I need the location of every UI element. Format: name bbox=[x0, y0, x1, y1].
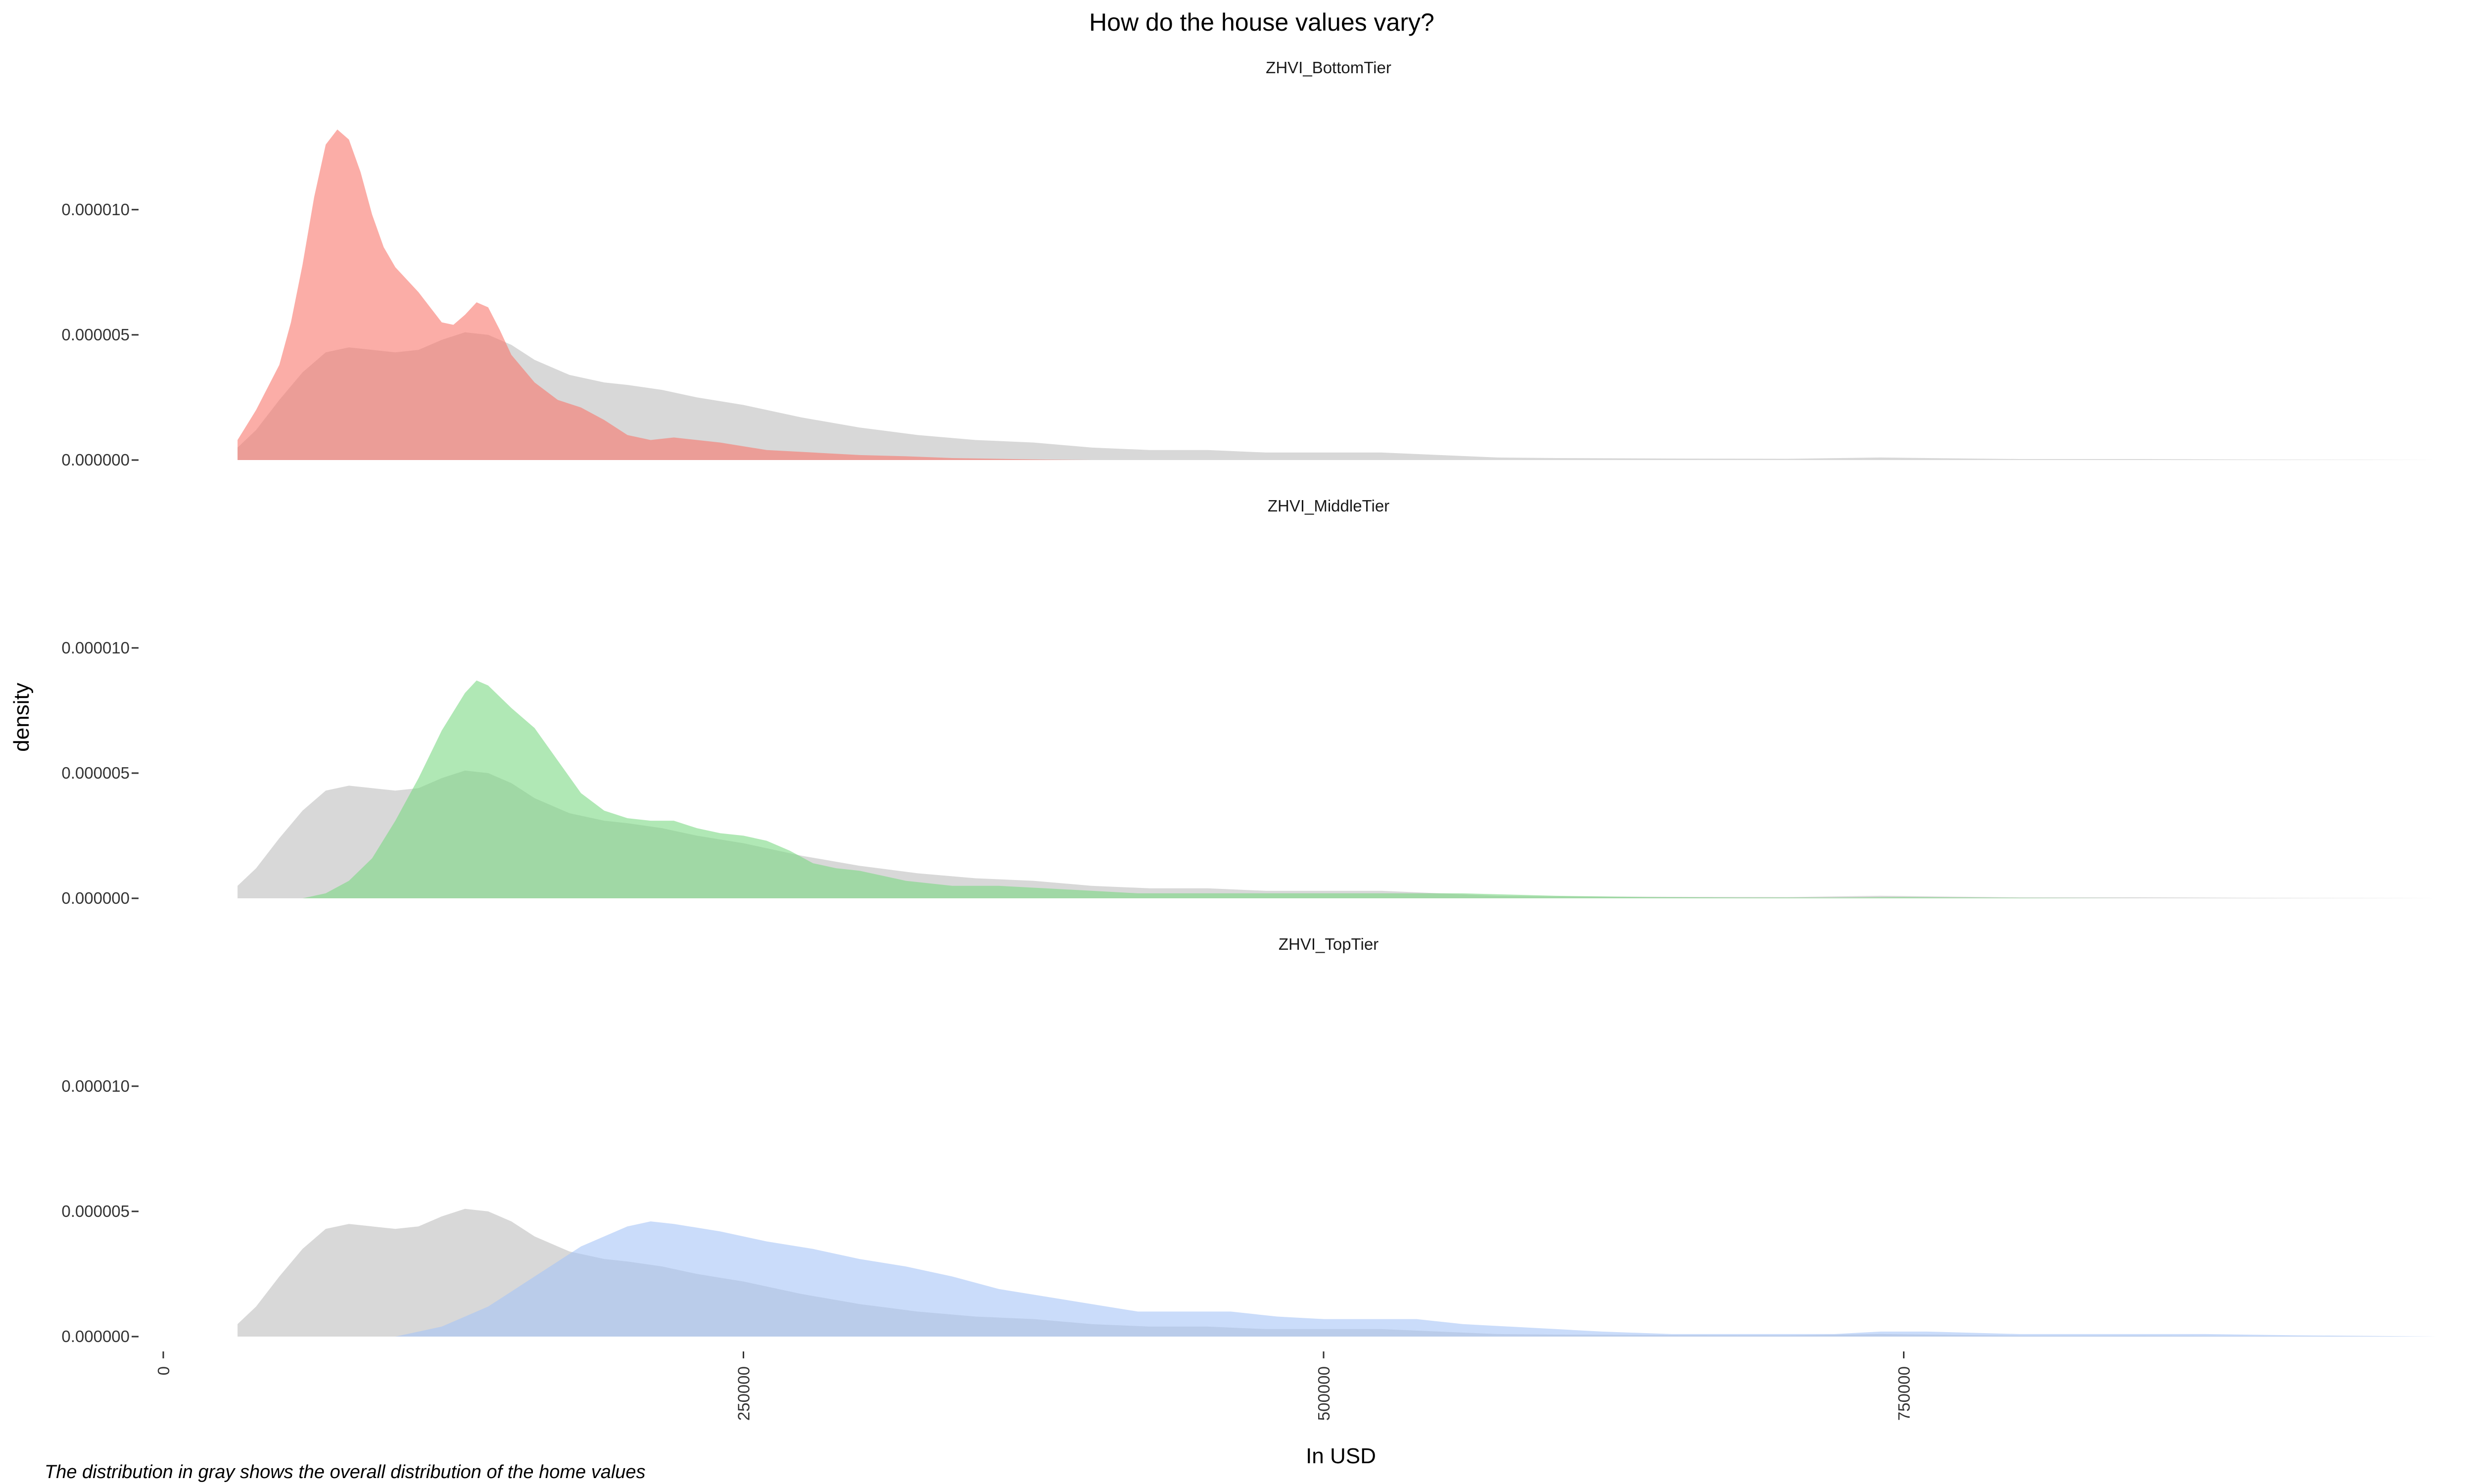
facet-strip-label: ZHVI_BottomTier bbox=[1266, 58, 1391, 77]
y-tick-label: 0.000005 bbox=[61, 1202, 130, 1220]
y-axis-label: density bbox=[9, 683, 34, 751]
x-axis: 02500005000007500001000000 bbox=[154, 1351, 1913, 1421]
y-tick-label: 0.000010 bbox=[61, 200, 130, 219]
x-tick-label: 250000 bbox=[735, 1366, 753, 1421]
y-tick-label: 0.000010 bbox=[61, 1077, 130, 1095]
x-tick-label: 750000 bbox=[1895, 1366, 1913, 1421]
y-tick-label: 0.000010 bbox=[61, 639, 130, 657]
tier-density-area bbox=[238, 129, 1092, 460]
facet-strip-label: ZHVI_TopTier bbox=[1279, 935, 1379, 953]
overall-density-area bbox=[238, 332, 2438, 460]
panel-zhvi-middletier: ZHVI_MiddleTier 0.000000 0.000005 0.000010 bbox=[61, 497, 2438, 907]
chart-title: How do the house values vary? bbox=[1089, 8, 1434, 36]
y-tick-label: 0.000005 bbox=[61, 764, 130, 782]
x-tick-label: 0 bbox=[154, 1366, 173, 1375]
panel-zhvi-toptier: ZHVI_TopTier 0.000000 0.000005 0.000010 bbox=[61, 935, 2438, 1345]
tier-density-area bbox=[395, 1221, 2438, 1337]
panel-zhvi-bottomtier: ZHVI_BottomTier 0.000000 0.000005 0.000010 bbox=[61, 58, 2438, 469]
facet-strip-label: ZHVI_MiddleTier bbox=[1268, 497, 1389, 515]
y-tick-label: 0.000000 bbox=[61, 451, 130, 469]
y-tick-label: 0.000000 bbox=[61, 889, 130, 907]
tier-density-area bbox=[302, 680, 2136, 898]
facet-panels: ZHVI_BottomTier0.0000000.0000050.000010Z… bbox=[61, 58, 2438, 1345]
chart-caption: The distribution in gray shows the overa… bbox=[45, 1462, 646, 1483]
y-tick-label: 0.000005 bbox=[61, 325, 130, 344]
x-tick-label: 500000 bbox=[1315, 1366, 1333, 1421]
y-tick-label: 0.000000 bbox=[61, 1327, 130, 1345]
x-axis-label: In USD bbox=[1306, 1444, 1376, 1468]
